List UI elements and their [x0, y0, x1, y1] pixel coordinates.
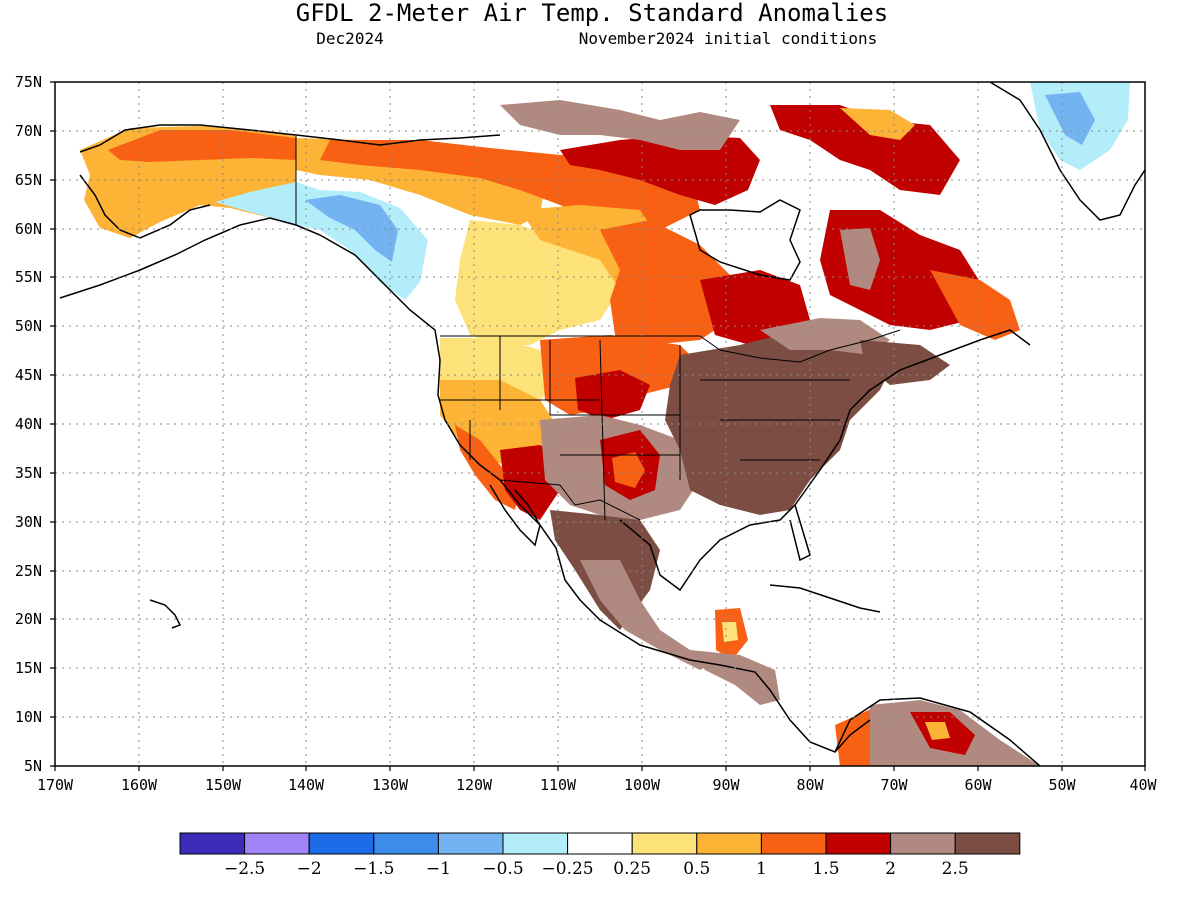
lon-label: 110W — [540, 776, 577, 794]
us-canada-border — [440, 329, 901, 363]
legend-swatch — [890, 832, 956, 855]
lat-label: 75N — [15, 73, 42, 91]
lon-label: 40W — [1129, 776, 1157, 794]
anomaly-region-great-lakes — [760, 318, 890, 355]
longitude-labels: 170W 160W 150W 140W 130W 120W 110W 100W … — [37, 776, 1158, 794]
lat-label: 5N — [24, 757, 42, 775]
lat-label: 25N — [15, 562, 42, 580]
anomaly-region-ellesmere-orange — [840, 108, 915, 140]
lon-label: 90W — [712, 776, 740, 794]
initial-conditions: November2024 initial conditions — [579, 29, 878, 48]
anomaly-region-plains-red — [575, 370, 650, 420]
coastline-baja — [489, 484, 541, 547]
coastline-north-america — [59, 217, 871, 753]
axis-ticks — [50, 81, 1146, 771]
legend-swatch — [179, 832, 246, 855]
coastline-east — [794, 329, 1031, 506]
legend-swatch — [825, 832, 892, 855]
anomaly-region-manitoba — [600, 220, 730, 345]
lon-label: 130W — [372, 776, 409, 794]
lat-label: 65N — [15, 171, 42, 189]
lon-label: 60W — [964, 776, 992, 794]
legend-label: −2 — [297, 859, 322, 879]
legend-label: −1 — [426, 859, 451, 879]
coastline-alaska-west — [79, 124, 501, 153]
lat-label: 45N — [15, 366, 42, 384]
legend-label: 2.5 — [942, 859, 969, 879]
coastline-cuba — [769, 584, 881, 613]
gridlines — [55, 82, 1145, 766]
lon-label: 50W — [1048, 776, 1076, 794]
anomaly-region-new-england — [860, 340, 950, 385]
lon-label: 80W — [796, 776, 824, 794]
legend-label: 0.25 — [613, 859, 651, 879]
anomaly-region-texas-orange — [612, 452, 645, 488]
legend-label: −0.25 — [542, 859, 594, 879]
map-plot-area — [55, 82, 1145, 766]
lon-label: 170W — [37, 776, 74, 794]
us-mexico-border — [499, 479, 641, 521]
legend-label: 1.5 — [812, 859, 839, 879]
anomaly-region-yucatan-yellow — [722, 622, 738, 642]
anomaly-region-quebec-brown — [840, 228, 880, 290]
legend-label: −1.5 — [353, 859, 394, 879]
lat-label: 10N — [15, 708, 42, 726]
lat-label: 50N — [15, 317, 42, 335]
color-legend: −2.5 −2 −1.5 −1 −0.5 −0.25 0.25 0.5 1 1.5 2 2.5 — [179, 832, 1021, 879]
legend-swatch — [373, 832, 439, 855]
legend-label: 0.5 — [683, 859, 710, 879]
coastline-alaska-sw — [79, 174, 211, 239]
legend-label: 2 — [885, 859, 896, 879]
anomaly-region-eastern-us — [665, 330, 900, 515]
legend-swatch — [954, 832, 1021, 855]
anomaly-region-labrador — [930, 270, 1020, 340]
legend-swatch — [567, 832, 633, 855]
lat-label: 60N — [15, 220, 42, 238]
anomaly-fields — [80, 82, 1130, 766]
lon-label: 70W — [880, 776, 908, 794]
anomaly-region-arctic-brown — [500, 100, 740, 150]
legend-swatch — [631, 832, 698, 855]
lon-label: 150W — [205, 776, 242, 794]
lon-label: 100W — [624, 776, 661, 794]
anomaly-region-alaska-cooler — [305, 195, 398, 262]
coastlines — [59, 82, 1145, 766]
legend-swatch — [696, 832, 762, 855]
legend-swatch — [308, 832, 375, 855]
political-boundaries — [295, 136, 901, 521]
anomaly-region-greenland-cooler — [1045, 92, 1095, 145]
anomaly-region-mexico-brown — [580, 560, 720, 670]
legend-label: −2.5 — [224, 859, 265, 879]
lat-label: 35N — [15, 464, 42, 482]
lon-label: 160W — [121, 776, 158, 794]
lat-label: 15N — [15, 659, 42, 677]
coastline-greenland — [989, 82, 1145, 221]
forecast-month: Dec2024 — [316, 29, 383, 48]
map-title: GFDL 2-Meter Air Temp. Standard Anomalie… — [296, 0, 888, 27]
legend-swatch — [502, 832, 569, 855]
legend-label: −0.5 — [482, 859, 523, 879]
lat-label: 70N — [15, 122, 42, 140]
anomaly-region-venezuela-orange — [925, 722, 950, 740]
state-lines — [440, 336, 850, 521]
anomaly-region-alaska-north — [108, 130, 296, 162]
legend-swatch — [437, 832, 504, 855]
coastline-gulf — [619, 503, 811, 592]
legend-swatch — [760, 832, 827, 855]
anomaly-region-arctic-islands — [560, 135, 760, 205]
anomaly-region-california — [455, 425, 520, 510]
coastline-hawaii — [149, 599, 182, 629]
legend-swatch — [244, 832, 310, 855]
legend-label: 1 — [756, 859, 767, 879]
lon-label: 120W — [456, 776, 493, 794]
lat-label: 40N — [15, 415, 42, 433]
lon-label: 140W — [288, 776, 325, 794]
coastline-hudson-bay — [689, 199, 801, 281]
lat-label: 55N — [15, 268, 42, 286]
lat-label: 30N — [15, 513, 42, 531]
lat-label: 20N — [15, 610, 42, 628]
latitude-labels: 75N 70N 65N 60N 55N 50N 45N 40N 35N 30N … — [15, 73, 42, 775]
coastline-south-america — [834, 697, 1041, 766]
